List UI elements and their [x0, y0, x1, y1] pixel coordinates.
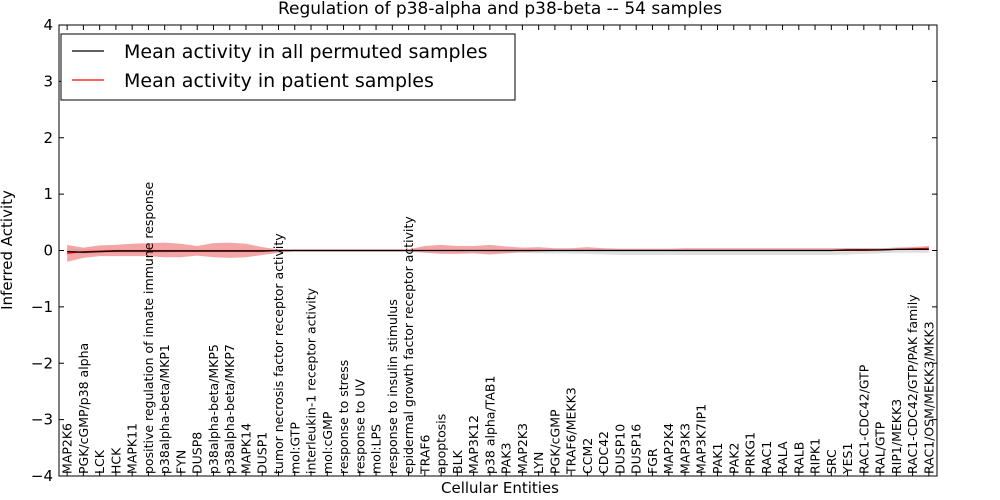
x-category-label: p38alpha-beta/MKP5 [206, 344, 221, 474]
x-category-label: PAK2 [726, 443, 741, 474]
category-labels: MAP2K6 PGK/cGMP/p38 alpha LCK HCK MAPK11 posi… [60, 182, 937, 475]
series-line-permuted [67, 248, 929, 253]
x-category-label: PGK/cGMP/p38 alpha [76, 343, 91, 474]
x-category-label: PAK3 [499, 443, 514, 474]
x-category-label: MAPK11 [125, 423, 140, 474]
y-tick-label: −1 [31, 298, 53, 316]
x-category-label: MAP2K3 [515, 423, 530, 474]
plot-frame [58, 24, 938, 477]
x-category-label: FYN [173, 450, 188, 474]
x-category-label: BLK [450, 449, 465, 474]
x-category-label: mol:LPS [369, 424, 384, 474]
x-category-label: MAP3K7IP1 [694, 404, 709, 474]
x-category-label: RIPK1 [808, 438, 823, 474]
legend: Mean activity in all permuted samples Me… [60, 33, 516, 101]
x-category-label: mol:GTP [287, 422, 302, 474]
legend-label-patient: Mean activity in patient samples [124, 70, 434, 92]
x-category-label: RIP1/MEKK3 [889, 399, 904, 474]
band-patient [67, 242, 929, 262]
x-axis-label: Cellular Entities [441, 479, 559, 497]
x-category-label: p38alpha-beta/MKP1 [157, 344, 172, 474]
x-category-label: RAC1-CDC42/GTP/PAK family [905, 294, 920, 474]
x-category-label: RAC1 [759, 441, 774, 474]
x-category-label: p38alpha-beta/MKP7 [222, 344, 237, 474]
x-category-label: response to insulin stimulus [385, 299, 400, 474]
x-category-label: apoptosis [434, 414, 449, 474]
y-tick-label: −4 [31, 467, 53, 485]
legend-box [60, 33, 516, 101]
x-category-label: PGK/cGMP [547, 409, 562, 474]
y-tick-label: 2 [43, 129, 53, 147]
x-category-label: DUSP10 [612, 424, 627, 474]
y-tick-label: 4 [43, 16, 53, 34]
band-layer [67, 242, 929, 262]
y-tick-label: 0 [43, 242, 53, 260]
x-category-label: PRKG1 [743, 432, 758, 474]
x-category-label: RAC1/OSM/MEKK3/MKK3 [921, 321, 936, 474]
x-category-label: RAC1-CDC42/GTP [856, 364, 871, 474]
x-category-label: MAP2K4 [661, 423, 676, 474]
x-category-label: DUSP1 [255, 432, 270, 474]
x-category-label: CCM2 [580, 438, 595, 474]
x-category-label: MAP3K3 [677, 423, 692, 474]
x-category-label: RALB [791, 442, 806, 474]
x-category-label: MAP3K12 [466, 415, 481, 474]
x-category-label: TRAF6/MEKK3 [564, 387, 579, 475]
x-category-label: TRAF6 [417, 434, 432, 475]
x-category-label: p38 alpha/TAB1 [482, 376, 497, 474]
y-axis-label: Inferred Activity [0, 190, 16, 310]
x-category-label: FGR [645, 448, 660, 474]
x-category-label: CDC42 [596, 431, 611, 474]
x-category-label: positive regulation of innate immune res… [141, 182, 156, 474]
series-line-layer [67, 247, 929, 254]
x-category-label: mol:cGMP [320, 411, 335, 474]
x-category-label: RALA [775, 441, 790, 474]
x-category-label: DUSP8 [190, 432, 205, 474]
x-category-label: HCK [108, 447, 123, 474]
legend-label-permuted: Mean activity in all permuted samples [124, 41, 487, 63]
x-category-label: LCK [92, 449, 107, 474]
x-category-label: YES1 [840, 443, 855, 475]
y-tick-label: −3 [31, 411, 53, 429]
y-axis-ticks: −4 −3 −2 −1 0 1 2 3 4 [31, 16, 937, 485]
x-category-label: RAL/GTP [873, 421, 888, 474]
x-category-label: LYN [531, 452, 546, 474]
x-category-label: response to UV [352, 379, 367, 474]
x-category-label: interleukin-1 receptor activity [304, 287, 319, 474]
y-tick-label: −2 [31, 354, 53, 372]
x-category-label: PAK1 [710, 443, 725, 474]
x-category-label: MAPK14 [238, 423, 253, 474]
x-category-label: epidermal growth factor receptor activit… [401, 216, 416, 474]
chart-title: Regulation of p38-alpha and p38-beta -- … [278, 0, 722, 19]
x-category-label: DUSP16 [629, 424, 644, 474]
x-category-label: MAP2K6 [60, 423, 75, 474]
x-axis-ticks [66, 25, 930, 476]
x-category-label: SRC [824, 449, 839, 474]
y-tick-label: 3 [43, 72, 53, 90]
x-category-label: tumor necrosis factor receptor activity [271, 233, 286, 474]
y-tick-label: 1 [43, 185, 53, 203]
x-category-label: response to stress [336, 360, 351, 474]
